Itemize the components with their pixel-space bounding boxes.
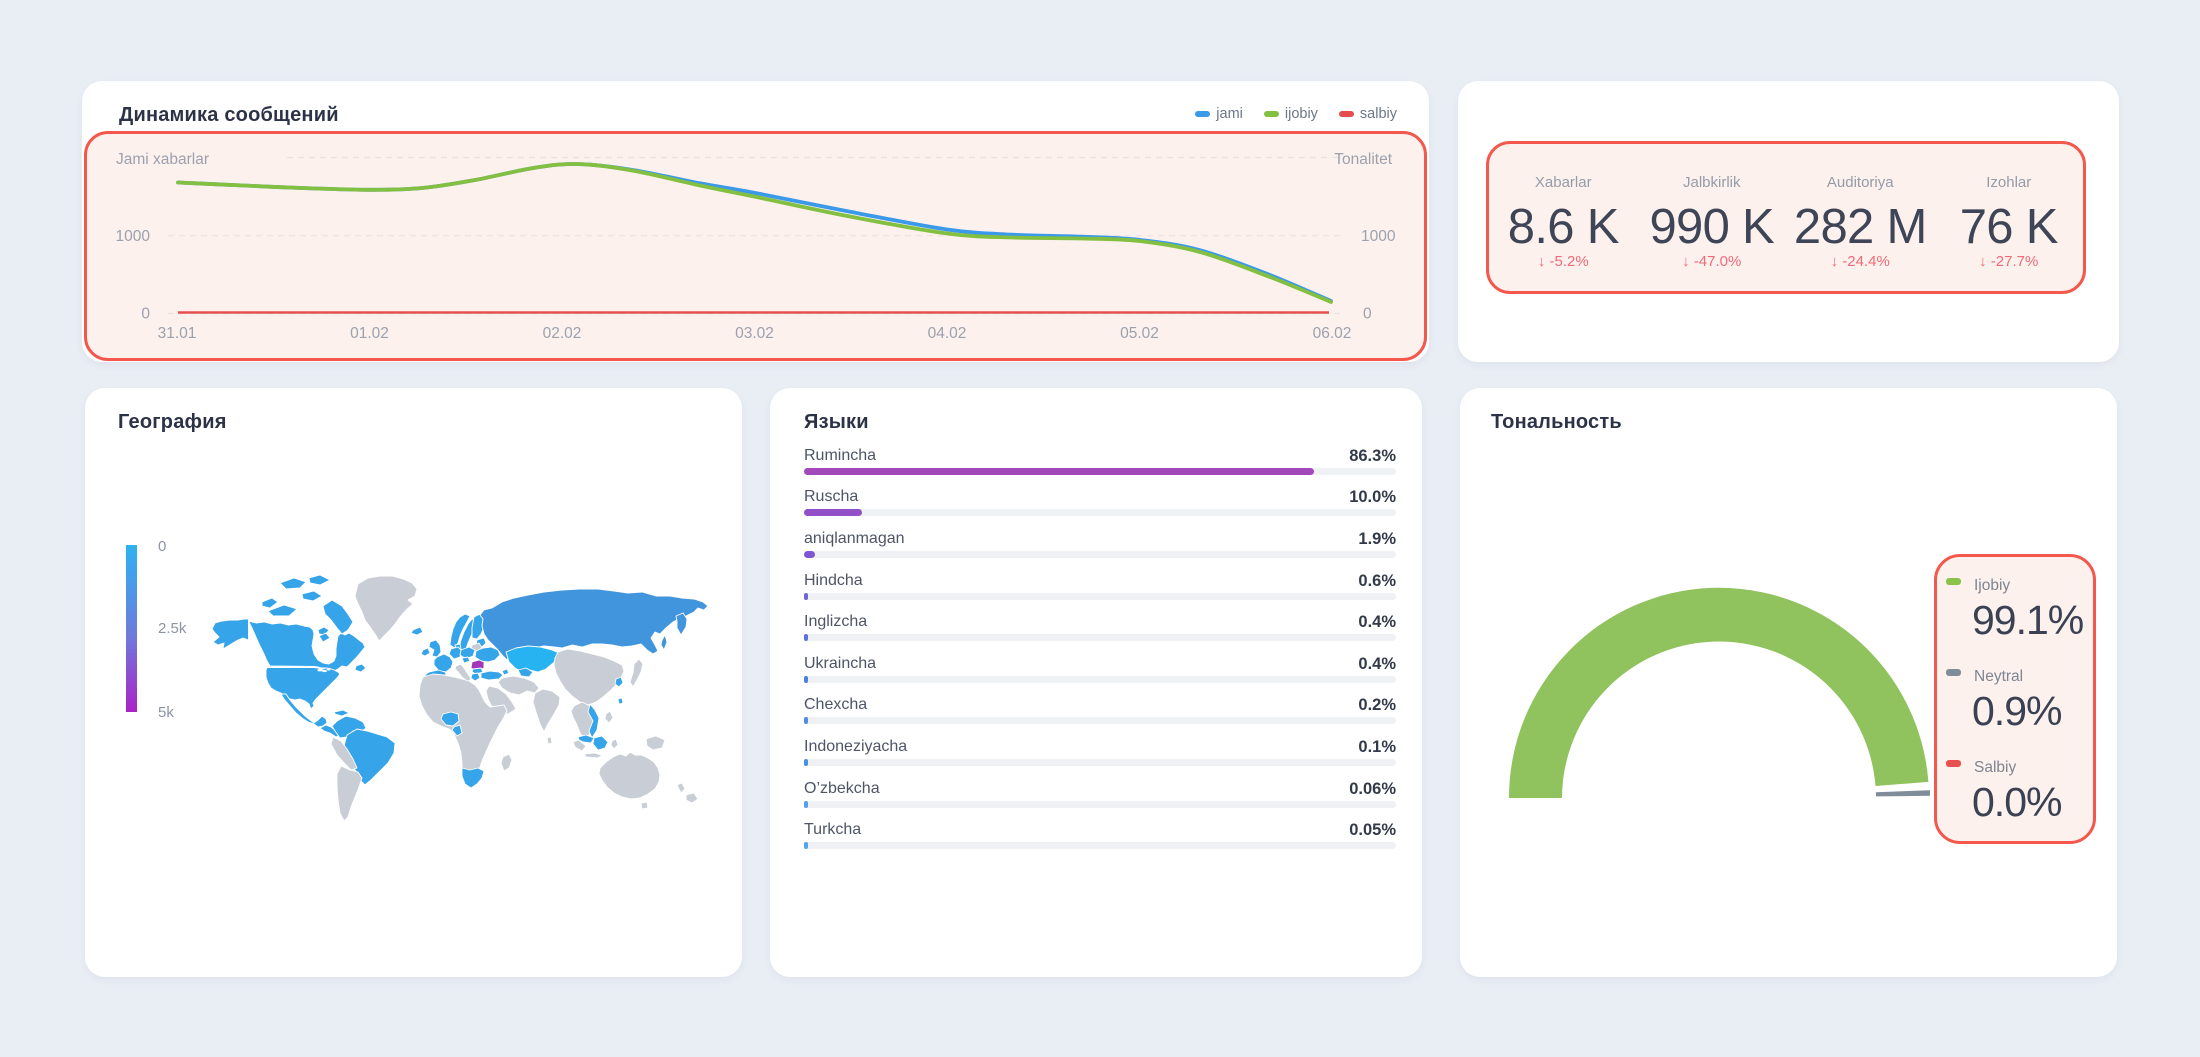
svg-text:05.02: 05.02 [1120,325,1159,342]
svg-text:Jami xabarlar: Jami xabarlar [116,151,209,168]
svg-text:Tonalitet: Tonalitet [1334,151,1392,168]
svg-text:02.02: 02.02 [543,325,582,342]
svg-text:03.02: 03.02 [735,325,774,342]
svg-text:0: 0 [141,306,150,323]
svg-text:01.02: 01.02 [350,325,389,342]
svg-text:06.02: 06.02 [1313,325,1352,342]
svg-text:0: 0 [1363,306,1372,323]
svg-text:04.02: 04.02 [928,325,967,342]
svg-text:31.01: 31.01 [158,325,197,342]
svg-text:1000: 1000 [1361,228,1396,245]
svg-text:1000: 1000 [116,228,151,245]
